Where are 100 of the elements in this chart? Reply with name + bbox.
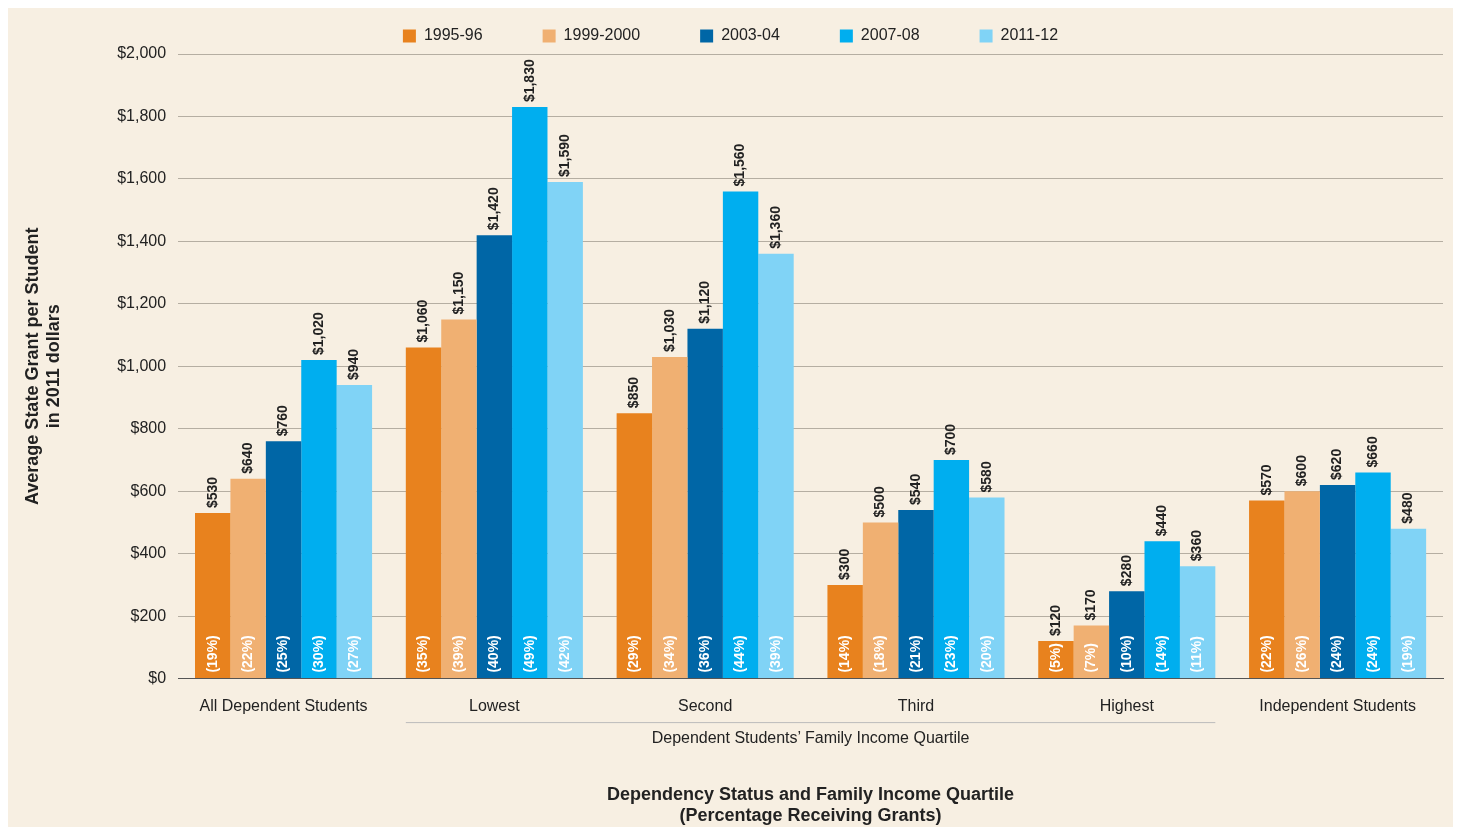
data-label: $1,120	[696, 280, 713, 324]
x-axis-title: Dependency Status and Family Income Quartile (Percentage Receiving Grants)	[607, 783, 1015, 826]
data-label: $1,830	[520, 59, 537, 103]
bar	[230, 478, 266, 679]
x-tick-label: Third	[897, 696, 935, 714]
annotation: (39%)	[766, 635, 783, 673]
x-tick-label: Highest	[1099, 696, 1155, 714]
bar	[1355, 472, 1391, 679]
annotation: (21%)	[906, 635, 923, 673]
annotation: (26%)	[1293, 635, 1310, 673]
bar	[336, 385, 373, 679]
data-label: $600	[1293, 454, 1310, 487]
annotation: (23%)	[942, 635, 959, 673]
data-label: $760	[274, 404, 291, 437]
data-label: $700	[942, 423, 959, 455]
y-tick-label: $800	[130, 419, 167, 437]
annotation: (40%)	[485, 635, 502, 673]
data-label: $620	[1328, 448, 1345, 480]
bar	[616, 413, 653, 679]
bar	[898, 509, 934, 679]
x-tick-label: Lowest	[469, 696, 521, 714]
annotation: (10%)	[1117, 635, 1134, 673]
bar	[827, 584, 863, 679]
annotation: (30%)	[309, 635, 326, 673]
y-tick-label: $0	[148, 669, 167, 687]
bar	[1319, 484, 1356, 679]
legend-label: 1995-96	[423, 26, 483, 44]
bar	[969, 497, 1005, 679]
annotation: (34%)	[660, 635, 677, 673]
annotation: (14%)	[836, 635, 852, 673]
y-axis-title: Average State Grant per Student in 2011 dollars	[21, 227, 64, 505]
y-tick-label: $1,000	[117, 356, 167, 374]
data-label: $170	[1082, 589, 1099, 621]
annotation: (7%)	[1082, 643, 1099, 673]
data-label: $1,360	[766, 205, 783, 249]
annotation: (18%)	[871, 635, 888, 673]
data-label: $280	[1117, 554, 1134, 587]
bar	[933, 459, 970, 679]
annotation: (20%)	[977, 635, 994, 673]
data-label: $1,560	[731, 143, 748, 187]
data-label: $1,020	[309, 312, 326, 356]
bar	[1390, 528, 1427, 679]
bar	[687, 328, 723, 679]
annotation: (36%)	[696, 635, 713, 673]
annotation: (35%)	[414, 635, 431, 673]
bar	[265, 441, 302, 679]
bar	[1144, 541, 1180, 679]
bar	[758, 253, 794, 679]
annotation: (24%)	[1363, 635, 1380, 673]
data-label: $360	[1188, 529, 1205, 562]
x-tick-label: Independent Students	[1259, 696, 1416, 714]
legend-label: 2003-04	[721, 26, 780, 44]
annotation: (29%)	[625, 635, 642, 673]
data-label: $1,150	[449, 271, 466, 315]
data-label: $120	[1046, 604, 1063, 637]
annotation: (5%)	[1046, 643, 1063, 673]
y-tick-label: $2,000	[117, 44, 167, 62]
annotation: (27%)	[345, 635, 362, 673]
annotation: (39%)	[449, 635, 466, 673]
y-tick-label: $400	[130, 544, 167, 562]
annotation: (24%)	[1328, 635, 1345, 673]
y-tick-label: $1,800	[117, 106, 167, 124]
data-label: $530	[203, 476, 220, 509]
data-label: $440	[1153, 504, 1170, 537]
bar	[1249, 500, 1285, 679]
annotation: (44%)	[731, 635, 748, 673]
x-tick-label: All Dependent Students	[199, 696, 368, 714]
data-label: $640	[238, 442, 255, 474]
data-label: $1,060	[414, 299, 431, 343]
data-label: $1,420	[485, 187, 502, 231]
bar	[405, 347, 442, 679]
data-label: $660	[1363, 436, 1380, 468]
annotation: (42%)	[556, 635, 573, 673]
bar	[547, 182, 583, 679]
y-tick-label: $1,600	[117, 169, 167, 187]
x-tick-label: Second	[678, 696, 733, 714]
bar	[1109, 591, 1145, 679]
y-tick-label: $1,400	[117, 231, 167, 249]
data-label: $1,590	[556, 134, 573, 178]
data-label: $940	[345, 348, 362, 381]
y-tick-label: $1,200	[117, 294, 167, 312]
legend-label: 2007-08	[860, 26, 920, 44]
data-label: $500	[871, 486, 888, 518]
annotation: (22%)	[1257, 635, 1274, 673]
legend-label: 2011-12	[1000, 26, 1059, 44]
bar	[476, 235, 513, 679]
bar	[512, 107, 548, 679]
bar	[441, 319, 477, 679]
y-tick-label: $600	[130, 481, 167, 499]
y-tick-label: $200	[130, 606, 167, 624]
annotation: (11%)	[1188, 636, 1205, 673]
data-label: $300	[836, 548, 852, 580]
data-label: $1,030	[660, 308, 677, 352]
bar	[1179, 566, 1216, 679]
bar	[195, 513, 231, 679]
data-label: $540	[906, 473, 923, 505]
annotation: (49%)	[520, 635, 537, 673]
bar	[652, 356, 688, 679]
bar	[1284, 491, 1320, 679]
bar	[722, 191, 759, 679]
